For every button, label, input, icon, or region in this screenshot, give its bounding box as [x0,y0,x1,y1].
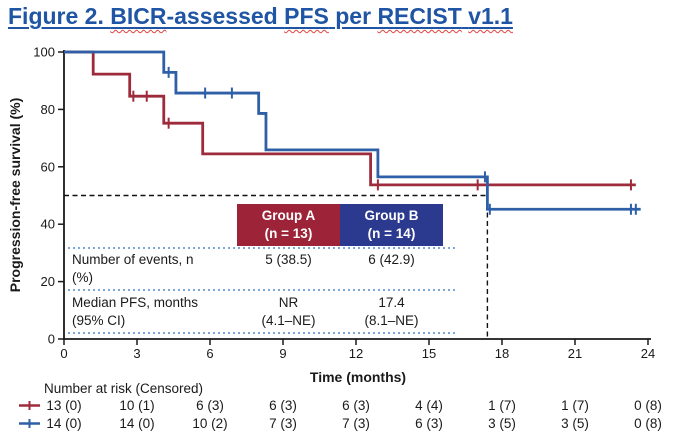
title-text: -assessed [166,3,285,29]
inset-header-group-b-name: Group B [364,208,419,223]
x-tick-label: 9 [279,346,286,361]
risk-value-group-b: 6 (3) [415,416,443,431]
risk-table-label: Number at risk (Censored) [44,381,203,396]
x-tick-label: 3 [133,346,140,361]
risk-value-group-b: 7 (3) [269,416,297,431]
title-word-misspelled: RECIST [377,3,462,29]
inset-row-events-label: Number of events, n (%) [72,252,194,285]
risk-value-group-a: 13 (0) [46,398,81,413]
risk-value-group-b: 0 (8) [634,416,662,431]
x-tick-label: 24 [641,346,655,361]
risk-value-group-b: 14 (0) [119,416,154,431]
inset-row-median-group-a: NR (4.1–NE) [261,295,316,328]
risk-value-group-a: 4 (4) [415,398,443,413]
title-word-misspelled: PFS [284,3,329,29]
risk-value-group-a: 6 (3) [269,398,297,413]
inset-header-group-a: Group A (n = 13) [237,204,340,246]
y-tick-label: 100 [33,45,55,60]
risk-value-group-b: 7 (3) [342,416,370,431]
inset-header-group-b-n: (n = 14) [367,226,416,241]
x-tick-label: 12 [349,346,363,361]
x-tick-label: 0 [60,346,67,361]
risk-value-group-a: 1 (7) [561,398,589,413]
x-tick-label: 18 [495,346,509,361]
risk-value-group-a: 1 (7) [488,398,516,413]
inset-row-median-group-b: 17.4 (8.1–NE) [364,295,419,328]
title-word-misspelled: BICR [110,3,167,29]
risk-value-group-a: 10 (1) [119,398,154,413]
x-tick-label: 21 [568,346,582,361]
y-tick-label: 80 [41,102,55,117]
km-curve-group-b [64,50,641,211]
figure-title: Figure 2. BICR-assessed PFS per RECIST v… [8,3,513,30]
inset-header-group-a-n: (n = 13) [264,226,313,241]
x-tick-label: 15 [422,346,436,361]
risk-value-group-a: 0 (8) [634,398,662,413]
km-curve-group-a [64,50,636,187]
y-tick-label: 0 [48,332,55,347]
y-tick-label: 40 [41,217,55,232]
x-tick-label: 6 [206,346,213,361]
inset-divider-top [68,247,457,249]
title-text: Figure 2. [8,3,111,29]
inset-divider-bottom [68,332,457,334]
risk-value-group-b: 14 (0) [46,416,81,431]
inset-header-group-b: Group B (n = 14) [340,204,443,246]
risk-value-group-a: 6 (3) [342,398,370,413]
inset-row-events-group-a: 5 (38.5) [265,252,312,267]
risk-value-group-a: 6 (3) [196,398,224,413]
y-tick-label: 20 [41,274,55,289]
x-axis-title: Time (months) [310,369,406,385]
y-tick-label: 60 [41,159,55,174]
inset-row-events-group-b: 6 (42.9) [368,252,415,267]
risk-value-group-b: 3 (5) [488,416,516,431]
title-text: per [328,3,378,29]
risk-value-group-b: 3 (5) [561,416,589,431]
y-axis-title: Progression-free survival (%) [7,98,23,293]
inset-divider-middle [68,289,457,291]
inset-row-median-label: Median PFS, months (95% CI) [72,295,199,328]
inset-header-group-a-name: Group A [261,208,316,223]
risk-value-group-b: 10 (2) [192,416,227,431]
title-word-misspelled: v1.1 [468,3,513,29]
